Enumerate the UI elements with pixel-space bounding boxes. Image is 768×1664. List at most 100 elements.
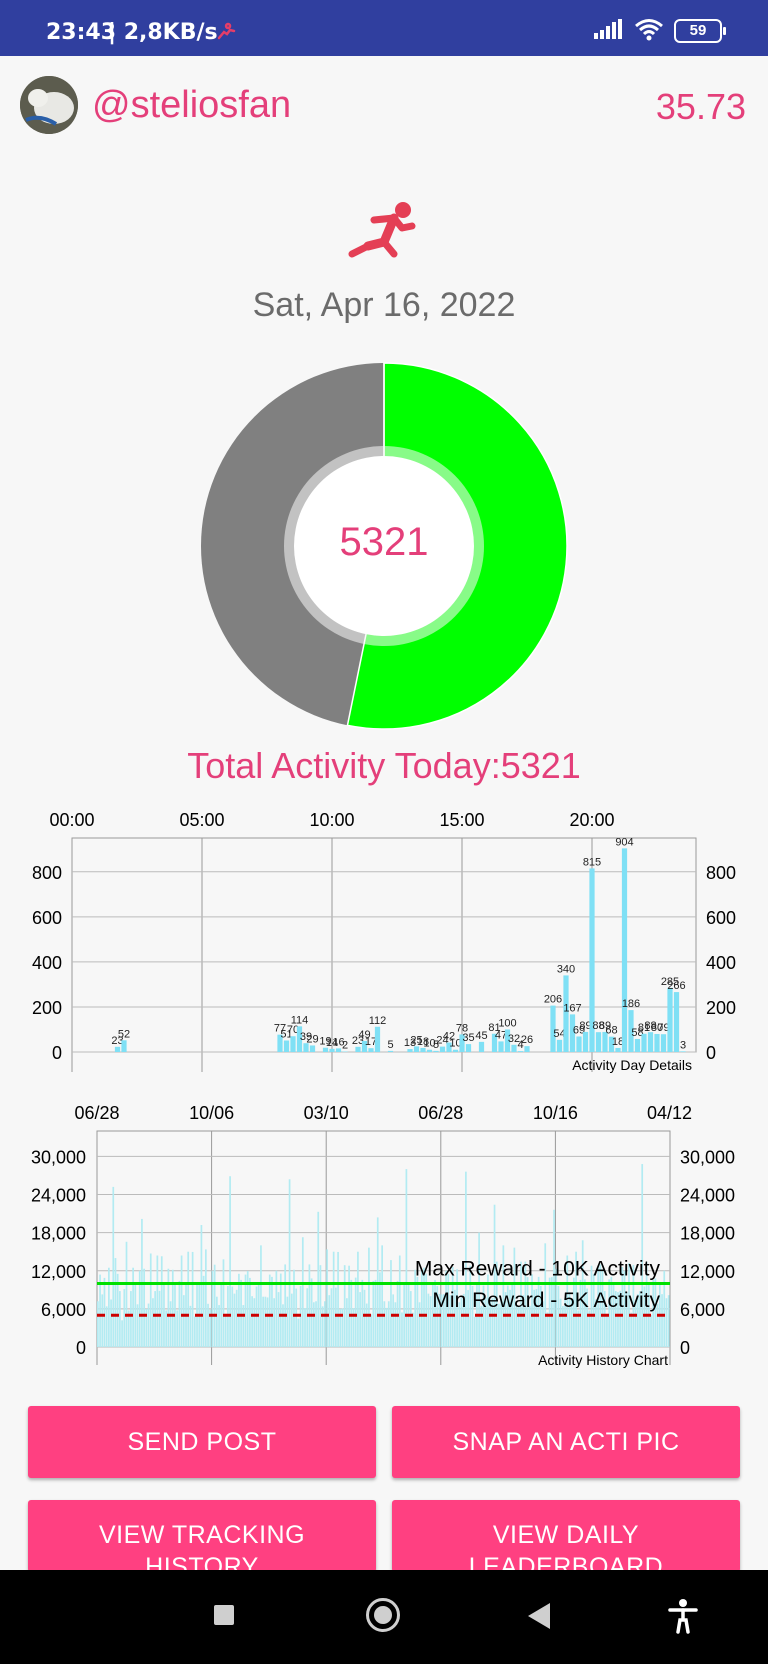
day-x-tick-label: 05:00 (179, 810, 224, 830)
day-y-tick-label-left: 800 (32, 863, 62, 883)
history-bar (178, 1280, 181, 1347)
history-bar (528, 1305, 531, 1347)
day-bar-label: 58 (631, 1027, 643, 1039)
history-bar (592, 1273, 595, 1347)
send-post-button[interactable]: SEND POST (28, 1406, 376, 1478)
day-bar (277, 1034, 283, 1052)
history-bar (573, 1277, 575, 1347)
history-y-tick-label-left: 6,000 (41, 1300, 86, 1320)
history-bar (330, 1288, 333, 1347)
history-bar (603, 1291, 606, 1347)
day-bar (465, 1044, 472, 1052)
history-x-tick-label: 06/28 (418, 1103, 463, 1123)
history-bar (379, 1272, 381, 1347)
day-bar-label: 186 (622, 998, 640, 1010)
day-bar-label: 4 (517, 1039, 523, 1051)
history-bar (462, 1293, 465, 1347)
avatar[interactable] (20, 76, 78, 134)
day-bar (446, 1042, 452, 1052)
day-bar-label: 88 (592, 1020, 604, 1032)
history-bar (610, 1276, 613, 1347)
history-bar (542, 1301, 544, 1347)
day-bar-label: 45 (475, 1030, 487, 1042)
history-bar (295, 1288, 298, 1347)
history-bar (431, 1282, 434, 1347)
history-bar (365, 1303, 368, 1347)
history-bar (286, 1296, 289, 1347)
history-bar (152, 1298, 154, 1347)
home-circle-icon[interactable] (366, 1598, 400, 1632)
history-bar (275, 1270, 278, 1347)
history-bar (467, 1290, 469, 1347)
recents-square-icon[interactable] (214, 1605, 234, 1625)
snap-acti-pic-button[interactable]: SNAP AN ACTI PIC (392, 1406, 740, 1478)
day-bar-label: 42 (443, 1031, 455, 1043)
history-bar (440, 1294, 443, 1347)
history-bar (621, 1266, 624, 1347)
history-bar (301, 1237, 304, 1347)
history-bar (555, 1268, 558, 1347)
history-bar (156, 1255, 159, 1347)
day-y-tick-label-left: 0 (52, 1043, 62, 1063)
history-bar (524, 1261, 527, 1347)
history-bar (110, 1299, 112, 1347)
history-bar (447, 1273, 450, 1347)
history-bar (420, 1270, 423, 1347)
day-bar (433, 1050, 439, 1052)
history-bar (546, 1312, 549, 1347)
view-daily-leaderboard-label: VIEW DAILY LEADERBOARD (468, 1521, 664, 1572)
history-bar (160, 1256, 163, 1347)
history-bar (328, 1295, 331, 1347)
history-bar (405, 1169, 408, 1347)
day-bar (283, 1040, 290, 1052)
history-bar (346, 1298, 348, 1347)
history-bar (101, 1294, 104, 1347)
history-bar (290, 1293, 293, 1347)
day-bar (628, 1010, 634, 1052)
accessibility-icon[interactable] (666, 1598, 700, 1634)
history-bar (498, 1303, 500, 1347)
history-bar (240, 1279, 242, 1347)
history-bar (412, 1312, 414, 1347)
day-bar-label: 17 (365, 1036, 377, 1048)
day-bar-label: 114 (291, 1014, 309, 1026)
history-bar (656, 1303, 659, 1347)
activity-donut-chart (201, 362, 568, 730)
history-bar (202, 1275, 205, 1347)
day-y-tick-label-left: 600 (32, 908, 62, 928)
history-bar (350, 1279, 353, 1347)
day-bar (511, 1044, 517, 1052)
history-bar (163, 1283, 165, 1347)
back-triangle-icon[interactable] (528, 1603, 550, 1629)
day-bar-label: 340 (557, 963, 575, 975)
history-bar (222, 1259, 225, 1347)
history-y-tick-label-right: 24,000 (680, 1186, 735, 1206)
username[interactable]: @steliosfan (92, 84, 292, 126)
day-bar-label: 79 (657, 1022, 669, 1034)
history-bar (577, 1310, 580, 1347)
day-bar (491, 1033, 498, 1052)
signal-icon (594, 18, 624, 44)
day-bar (290, 1036, 296, 1052)
day-bar-label: 35 (462, 1032, 474, 1044)
status-time: 23:43 (46, 20, 117, 45)
history-bar (282, 1304, 284, 1347)
history-bar (469, 1265, 472, 1347)
view-tracking-history-button[interactable]: VIEW TRACKING HISTORY (28, 1500, 376, 1572)
view-daily-leaderboard-button[interactable]: VIEW DAILY LEADERBOARD (392, 1500, 740, 1572)
history-bar (235, 1289, 238, 1347)
history-bar (559, 1298, 562, 1347)
history-x-tick-label: 06/28 (74, 1103, 119, 1123)
day-bar-label: 18 (612, 1036, 624, 1048)
history-bar (238, 1273, 240, 1347)
history-bar (337, 1251, 339, 1347)
day-y-tick-label-left: 400 (32, 953, 62, 973)
day-bar (504, 1029, 511, 1052)
day-bar-label: 54 (553, 1028, 565, 1040)
day-bar-label: 51 (280, 1029, 292, 1041)
history-bar (284, 1264, 287, 1347)
day-bar (667, 987, 673, 1052)
history-bar (458, 1302, 461, 1347)
history-bar (438, 1293, 441, 1347)
history-bar (544, 1243, 547, 1347)
